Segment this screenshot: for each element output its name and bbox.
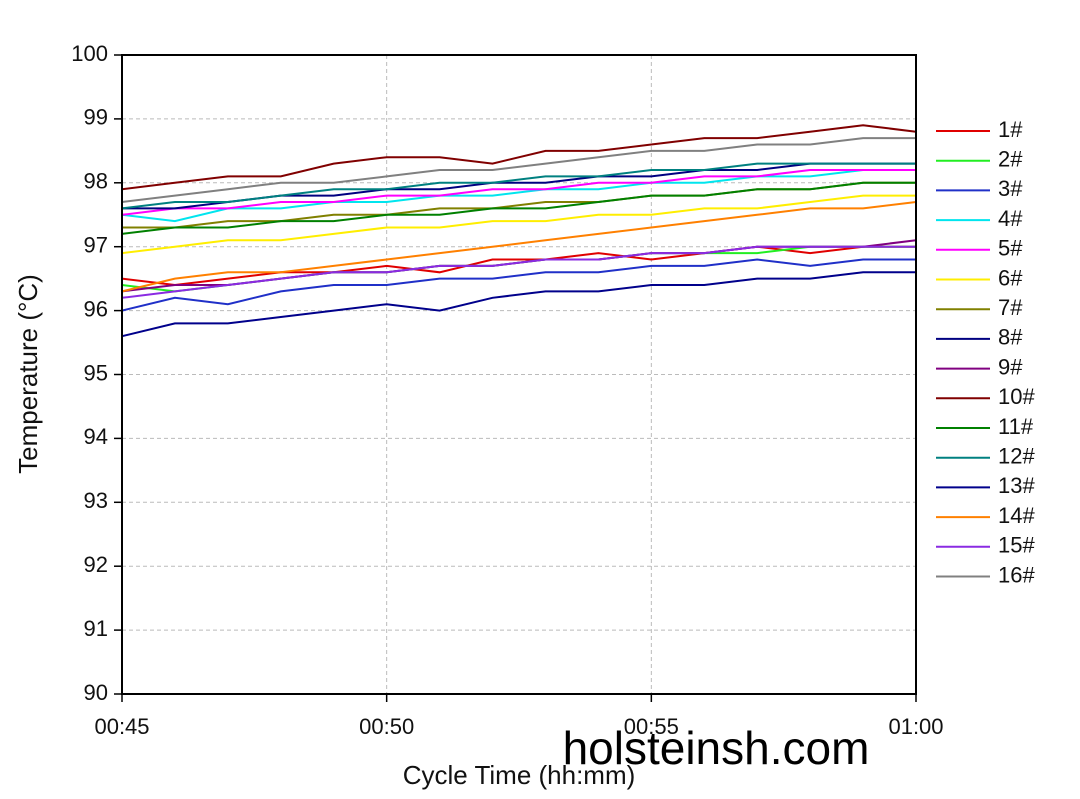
legend-label: 13# — [998, 473, 1035, 498]
y-tick-label: 94 — [84, 424, 108, 449]
legend-label: 14# — [998, 503, 1035, 528]
series-line — [122, 162, 916, 210]
legend-label: 5# — [998, 236, 1023, 261]
legend-label: 15# — [998, 533, 1035, 558]
series-line — [121, 201, 917, 293]
legend-label: 2# — [998, 147, 1023, 172]
series-line — [121, 245, 916, 293]
series-line — [121, 169, 916, 216]
y-tick-label: 100 — [71, 41, 108, 66]
series-line — [121, 245, 916, 299]
x-axis-label: Cycle Time (hh:mm) — [403, 760, 636, 790]
series-line — [121, 124, 917, 191]
legend-label: 11# — [998, 414, 1034, 439]
y-tick-label: 97 — [84, 233, 108, 258]
y-tick-label: 98 — [84, 169, 108, 194]
y-axis-label: Temperature (°C) — [13, 274, 43, 474]
plot-frame — [121, 54, 917, 695]
legend-label: 8# — [998, 325, 1023, 350]
legend-label: 4# — [998, 206, 1023, 231]
legend-label: 16# — [998, 562, 1035, 587]
x-tick-label: 00:45 — [94, 714, 149, 739]
legend-label: 7# — [998, 295, 1023, 320]
x-tick-label: 01:00 — [888, 714, 943, 739]
watermark: holsteinsh.com — [563, 722, 870, 774]
y-tick-label: 93 — [84, 488, 108, 513]
series-line — [121, 181, 916, 235]
legend-label: 3# — [998, 176, 1023, 201]
y-tick-label: 92 — [84, 552, 108, 577]
series-line — [121, 258, 916, 312]
y-tick-label: 99 — [84, 105, 108, 130]
y-tick-label: 95 — [84, 360, 108, 385]
series-line — [121, 271, 916, 338]
y-tick-label: 96 — [84, 296, 108, 321]
series-line — [121, 162, 916, 210]
legend-label: 12# — [998, 444, 1035, 469]
y-tick-label: 90 — [84, 680, 108, 705]
series-line — [121, 137, 916, 203]
legend-label: 6# — [998, 265, 1023, 290]
x-tick-label: 00:55 — [624, 714, 679, 739]
legend-label: 1# — [998, 117, 1023, 142]
series-line — [121, 169, 916, 223]
legend-label: 9# — [998, 354, 1023, 379]
series-line — [121, 194, 916, 255]
x-tick-label: 00:50 — [359, 714, 414, 739]
legend-label: 10# — [998, 384, 1035, 409]
y-tick-label: 91 — [84, 616, 108, 641]
